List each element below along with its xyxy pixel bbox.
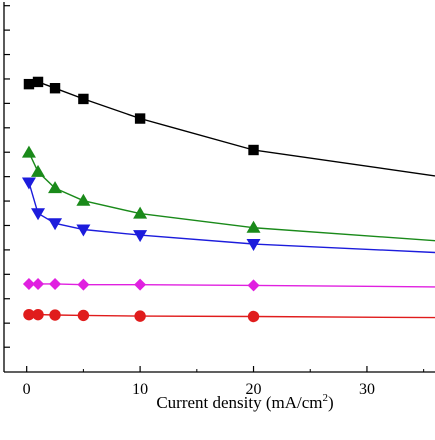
data-point-diamond: [49, 277, 62, 290]
data-point-square: [32, 76, 44, 88]
data-point-circle: [247, 310, 260, 323]
data-point-triangle-up: [21, 145, 36, 158]
x-axis-label: Current density (mA/cm2): [156, 392, 333, 412]
data-point-diamond: [77, 278, 90, 291]
data-point-triangle-down: [31, 208, 46, 221]
data-point-triangle-down: [21, 177, 36, 190]
series-layer: [21, 76, 435, 323]
series-line-diamond: [29, 283, 435, 288]
x-tick-label: 0: [23, 381, 31, 398]
data-point-square: [248, 144, 259, 156]
axes: 0 10 20 30: [3, 2, 435, 398]
series-triangle-up: [21, 145, 435, 242]
series-line-square: [28, 81, 435, 177]
x-tick-label: 30: [359, 381, 375, 398]
series-square: [23, 76, 435, 177]
series-line-circle: [29, 313, 435, 319]
data-point-triangle-down: [48, 218, 63, 231]
data-point-circle: [77, 309, 90, 322]
data-point-triangle-up: [31, 164, 46, 177]
data-point-circle: [32, 308, 44, 321]
series-diamond: [22, 277, 435, 292]
series-line-triangle-down: [28, 182, 435, 254]
data-point-diamond: [134, 278, 147, 291]
data-point-triangle-down: [246, 238, 261, 251]
data-point-circle: [134, 310, 146, 322]
series-triangle-down: [21, 177, 435, 254]
data-point-diamond: [22, 277, 35, 290]
data-point-triangle-up: [133, 206, 148, 219]
data-point-triangle-down: [76, 224, 91, 237]
series-line-triangle-up: [28, 152, 435, 242]
data-point-square: [49, 83, 61, 94]
data-point-triangle-down: [133, 230, 148, 243]
x-tick-label: 20: [246, 381, 262, 398]
x-axis-label-main: Current density (mA/cm: [156, 393, 322, 412]
data-point-square: [134, 113, 146, 124]
data-point-square: [78, 93, 89, 105]
data-point-triangle-up: [76, 193, 91, 206]
series-circle: [23, 308, 435, 323]
x-tick-label: 10: [132, 381, 148, 398]
data-point-triangle-up: [48, 181, 63, 194]
data-point-triangle-up: [246, 220, 261, 233]
data-point-diamond: [32, 277, 45, 290]
x-axis-label-superscript: 2: [323, 392, 329, 404]
data-point-circle: [23, 308, 35, 321]
x-axis-label-suffix: ): [328, 393, 334, 412]
data-point-diamond: [247, 279, 260, 292]
data-point-circle: [49, 309, 61, 321]
data-point-square: [23, 78, 35, 90]
